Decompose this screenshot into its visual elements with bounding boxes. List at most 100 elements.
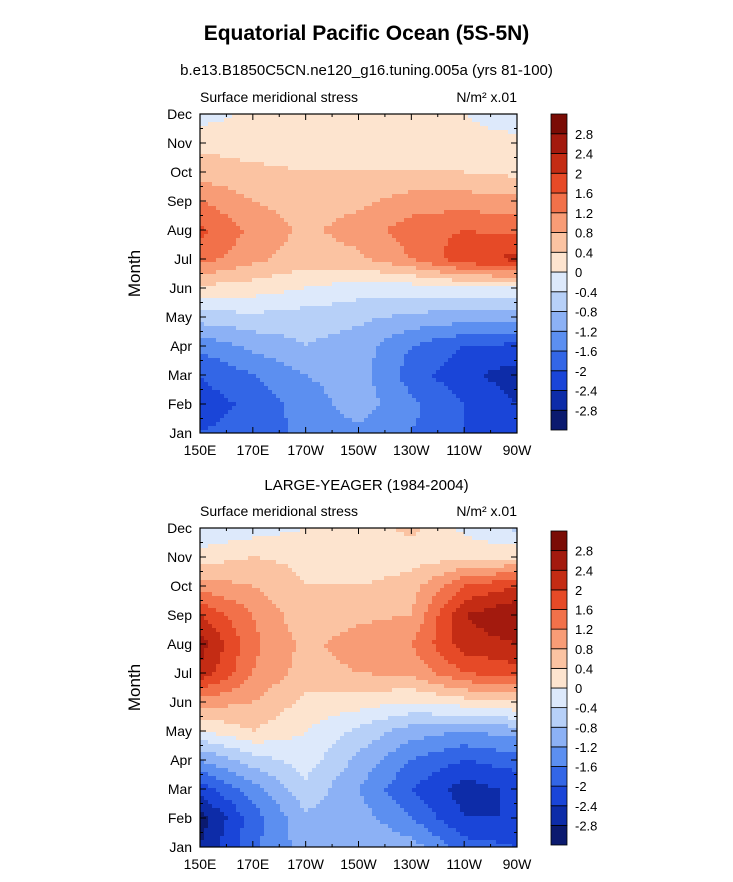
heatmap-cell — [308, 222, 313, 227]
heatmap-cell — [448, 178, 453, 183]
heatmap-cell — [332, 126, 337, 131]
heatmap-cell — [468, 314, 473, 319]
heatmap-cell — [364, 278, 369, 283]
heatmap-cell — [400, 358, 405, 363]
heatmap-cell — [220, 158, 225, 163]
heatmap-cell — [432, 350, 437, 355]
heatmap-cell — [344, 166, 349, 171]
heatmap-cell — [220, 294, 225, 299]
heatmap-cell — [404, 314, 409, 319]
heatmap-cell — [232, 302, 237, 307]
heatmap-cell — [492, 254, 497, 259]
heatmap-cell — [404, 262, 409, 267]
heatmap-cell — [456, 134, 461, 139]
heatmap-cell — [432, 330, 437, 335]
heatmap-cell — [440, 354, 445, 359]
heatmap-cell — [272, 310, 277, 315]
heatmap-cell — [416, 302, 421, 307]
heatmap-cell — [296, 318, 301, 323]
heatmap-cell — [268, 310, 273, 315]
heatmap-cell — [232, 254, 237, 259]
heatmap-cell — [432, 238, 437, 243]
heatmap-cell — [320, 298, 325, 303]
heatmap-cell — [260, 262, 265, 267]
heatmap-cell — [232, 290, 237, 295]
heatmap-cell — [488, 286, 493, 291]
heatmap-cell — [496, 278, 501, 283]
heatmap-cell — [208, 150, 213, 155]
heatmap-cell — [384, 354, 389, 359]
heatmap-cell — [456, 234, 461, 239]
heatmap-cell — [328, 226, 333, 231]
heatmap-cell — [320, 214, 325, 219]
heatmap-cell — [396, 242, 401, 247]
heatmap-cell — [388, 302, 393, 307]
heatmap-cell — [332, 226, 337, 231]
heatmap-cell — [280, 210, 285, 215]
heatmap-cell — [200, 362, 205, 367]
heatmap-cell — [340, 334, 345, 339]
heatmap-cell — [464, 238, 469, 243]
heatmap-cell — [220, 330, 225, 335]
heatmap-cell — [504, 350, 509, 355]
heatmap-cell — [352, 302, 357, 307]
heatmap-cell — [292, 210, 297, 215]
heatmap-cell — [300, 314, 305, 319]
heatmap-field-0 — [200, 114, 517, 433]
heatmap-cell — [300, 202, 305, 207]
heatmap-cell — [428, 226, 433, 231]
heatmap-cell — [440, 298, 445, 303]
heatmap-cell — [236, 114, 241, 119]
heatmap-cell — [432, 218, 437, 223]
heatmap-cell — [400, 354, 405, 359]
heatmap-cell — [488, 334, 493, 339]
heatmap-cell — [320, 334, 325, 339]
heatmap-cell — [388, 226, 393, 231]
heatmap-cell — [320, 250, 325, 255]
heatmap-cell — [320, 210, 325, 215]
heatmap-cell — [400, 330, 405, 335]
heatmap-cell — [224, 194, 229, 199]
heatmap-cell — [268, 246, 273, 251]
heatmap-cell — [204, 346, 209, 351]
heatmap-cell — [296, 354, 301, 359]
heatmap-cell — [460, 242, 465, 247]
heatmap-cell — [300, 262, 305, 267]
heatmap-cell — [464, 278, 469, 283]
heatmap-cell — [472, 206, 477, 211]
heatmap-cell — [424, 150, 429, 155]
heatmap-cell — [276, 174, 281, 179]
heatmap-cell — [488, 250, 493, 255]
heatmap-cell — [272, 290, 277, 295]
heatmap-cell — [260, 274, 265, 279]
heatmap-cell — [472, 306, 477, 311]
heatmap-cell — [240, 358, 245, 363]
heatmap-cell — [208, 286, 213, 291]
heatmap-cell — [484, 206, 489, 211]
heatmap-cell — [468, 226, 473, 231]
heatmap-cell — [304, 358, 309, 363]
heatmap-cell — [372, 342, 377, 347]
heatmap-cell — [200, 210, 205, 215]
heatmap-cell — [316, 326, 321, 331]
heatmap-cell — [340, 202, 345, 207]
heatmap-cell — [340, 134, 345, 139]
heatmap-cell — [328, 362, 333, 367]
heatmap-cell — [236, 342, 241, 347]
heatmap-cell — [504, 354, 509, 359]
heatmap-cell — [384, 258, 389, 263]
heatmap-cell — [228, 234, 233, 239]
heatmap-cell — [472, 150, 477, 155]
heatmap-cell — [244, 266, 249, 271]
heatmap-cell — [324, 226, 329, 231]
heatmap-cell — [360, 246, 365, 251]
heatmap-cell — [248, 286, 253, 291]
heatmap-cell — [496, 158, 501, 163]
heatmap-cell — [268, 118, 273, 123]
heatmap-cell — [492, 170, 497, 175]
heatmap-cell — [384, 350, 389, 355]
heatmap-cell — [456, 250, 461, 255]
heatmap-cell — [384, 150, 389, 155]
heatmap-cell — [328, 314, 333, 319]
heatmap-cell — [380, 250, 385, 255]
